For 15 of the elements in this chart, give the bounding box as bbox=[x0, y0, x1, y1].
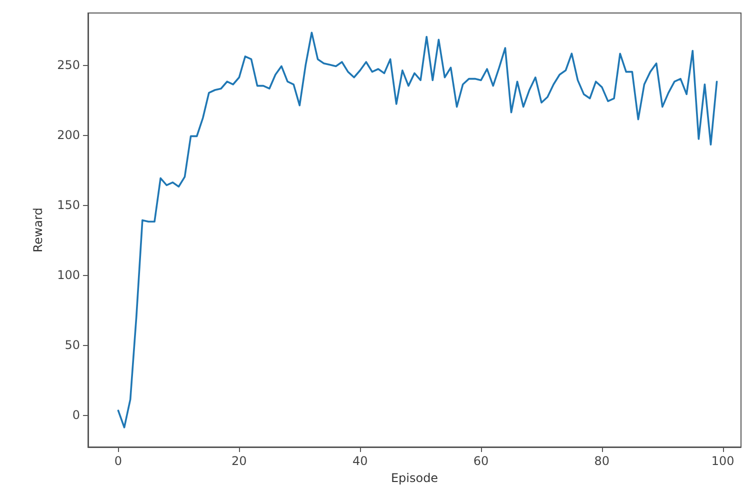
line-series bbox=[117, 32, 718, 428]
y-tick-label: 50 bbox=[64, 338, 80, 352]
x-tick-label: 0 bbox=[114, 454, 122, 468]
y-tick-label: 150 bbox=[57, 198, 80, 212]
x-tick-label: 80 bbox=[594, 454, 610, 468]
x-tick-label: 100 bbox=[711, 454, 734, 468]
y-tick-label: 0 bbox=[72, 408, 80, 422]
y-axis-title: Reward bbox=[31, 208, 45, 252]
x-tick-label: 60 bbox=[473, 454, 489, 468]
y-tick-label: 250 bbox=[57, 58, 80, 72]
x-tick-label: 40 bbox=[352, 454, 368, 468]
x-tick-label: 20 bbox=[232, 454, 247, 468]
y-tick-label: 200 bbox=[57, 128, 80, 142]
y-tick-label: 100 bbox=[57, 268, 80, 282]
x-axis-title: Episode bbox=[390, 470, 438, 485]
